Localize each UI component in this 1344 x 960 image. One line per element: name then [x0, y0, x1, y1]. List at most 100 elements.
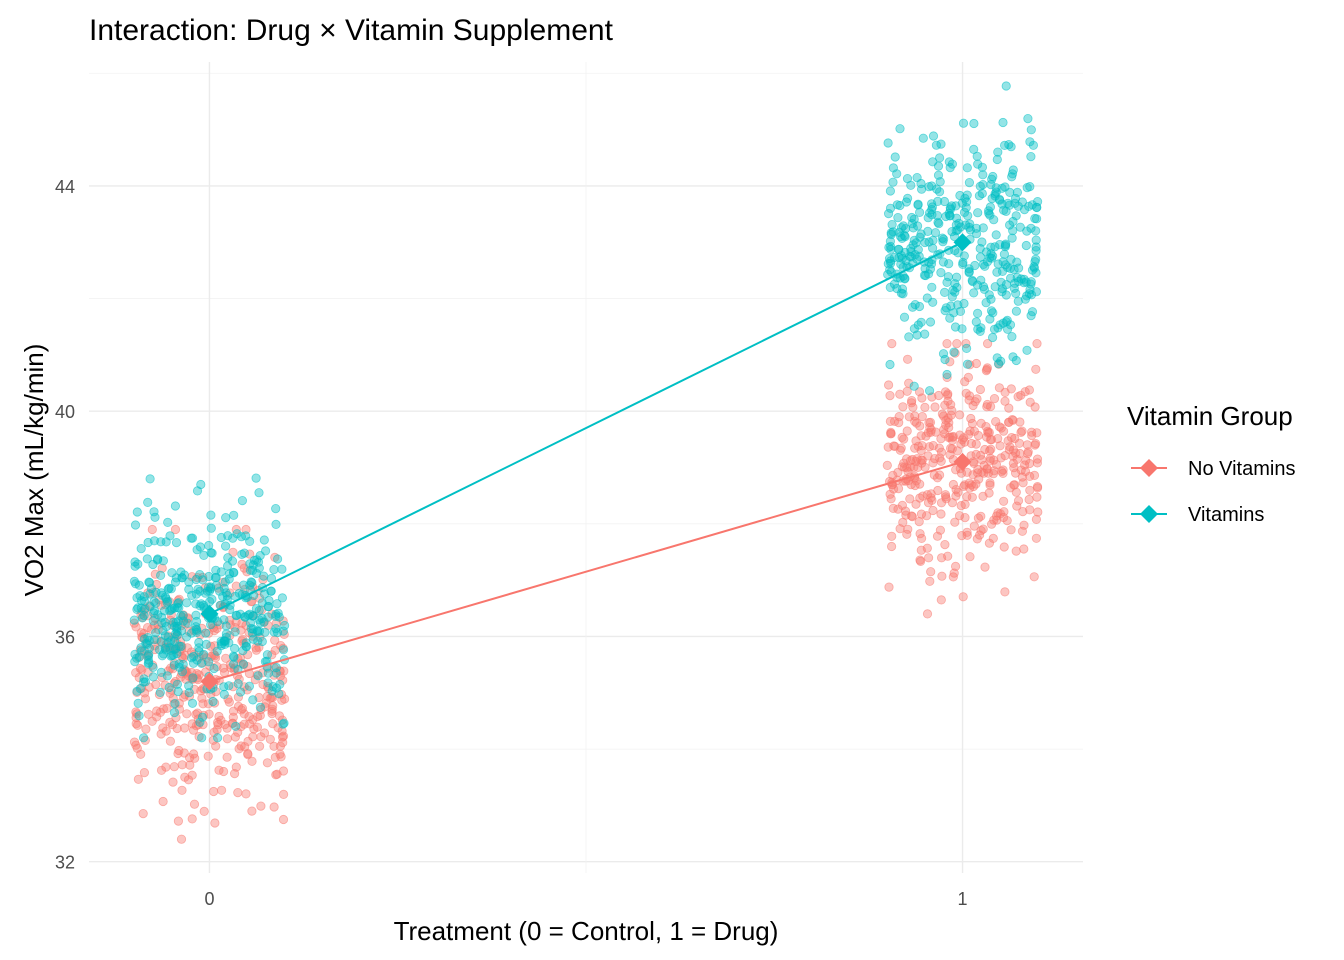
data-point-no-vitamins: [985, 480, 995, 490]
data-point-no-vitamins: [237, 703, 248, 714]
data-point-no-vitamins: [925, 576, 935, 586]
data-point-no-vitamins: [966, 413, 976, 424]
data-point-vitamins: [916, 178, 926, 189]
data-point-no-vitamins: [243, 748, 253, 759]
data-point-vitamins: [920, 329, 930, 339]
data-point-vitamins: [995, 320, 1005, 330]
data-point-no-vitamins: [910, 416, 920, 426]
data-point-no-vitamins: [222, 734, 232, 744]
data-point-vitamins: [1022, 226, 1032, 236]
data-point-no-vitamins: [228, 712, 238, 722]
data-point-vitamins: [167, 604, 177, 614]
data-point-vitamins: [890, 152, 900, 162]
data-point-no-vitamins: [904, 378, 914, 388]
data-point-vitamins: [172, 630, 182, 640]
data-point-no-vitamins: [1011, 546, 1021, 556]
data-point-vitamins: [271, 503, 281, 514]
data-point-vitamins: [973, 159, 983, 169]
data-point-vitamins: [193, 584, 203, 594]
data-point-vitamins: [955, 306, 966, 316]
data-point-vitamins: [197, 733, 207, 743]
data-point-no-vitamins: [1033, 507, 1043, 517]
data-point-vitamins: [136, 643, 146, 653]
data-point-vitamins: [969, 288, 979, 298]
data-point-no-vitamins: [967, 418, 978, 429]
data-point-vitamins: [896, 259, 906, 269]
data-point-vitamins: [885, 359, 895, 370]
data-point-no-vitamins: [948, 479, 959, 490]
data-point-vitamins: [279, 620, 290, 631]
data-point-no-vitamins: [922, 490, 933, 500]
data-point-vitamins: [939, 287, 950, 297]
data-point-vitamins: [1001, 206, 1011, 216]
data-point-vitamins: [973, 324, 983, 334]
data-point-vitamins: [1033, 197, 1043, 207]
data-point-no-vitamins: [960, 512, 970, 523]
data-point-vitamins: [991, 183, 1001, 193]
data-point-vitamins: [254, 488, 264, 498]
data-point-vitamins: [1008, 216, 1018, 227]
data-point-no-vitamins: [1032, 454, 1043, 464]
data-point-vitamins: [987, 332, 998, 343]
data-point-no-vitamins: [241, 789, 251, 799]
data-point-vitamins: [156, 570, 166, 581]
data-point-vitamins: [886, 228, 896, 238]
data-point-vitamins: [187, 698, 198, 708]
data-point-vitamins: [896, 251, 907, 261]
data-point-vitamins: [271, 519, 281, 530]
data-point-vitamins: [925, 317, 936, 327]
data-point-no-vitamins: [1025, 505, 1035, 515]
data-point-vitamins: [885, 241, 896, 252]
data-point-vitamins: [1005, 273, 1016, 283]
data-point-vitamins: [271, 662, 281, 673]
data-point-no-vitamins: [131, 719, 141, 729]
legend: Vitamin Group No Vitamins Vitamins: [1127, 401, 1295, 526]
data-point-vitamins: [172, 627, 182, 637]
data-point-vitamins: [194, 646, 204, 657]
data-point-vitamins: [277, 564, 287, 574]
data-point-no-vitamins: [893, 467, 903, 477]
data-point-no-vitamins: [1017, 526, 1028, 536]
data-point-vitamins: [936, 267, 946, 278]
data-point-no-vitamins: [895, 389, 905, 399]
data-point-vitamins: [199, 649, 209, 660]
data-point-vitamins: [278, 719, 288, 729]
data-point-vitamins: [913, 200, 923, 210]
data-point-vitamins: [1004, 220, 1015, 230]
data-point-no-vitamins: [1031, 533, 1042, 543]
data-point-vitamins: [212, 646, 222, 656]
data-point-vitamins: [139, 610, 149, 621]
data-point-vitamins: [1002, 315, 1012, 325]
data-point-vitamins: [229, 568, 239, 578]
data-point-vitamins: [184, 681, 194, 691]
data-point-no-vitamins: [947, 435, 958, 445]
data-point-no-vitamins: [139, 767, 149, 778]
data-point-no-vitamins: [236, 625, 246, 635]
data-point-no-vitamins: [998, 496, 1009, 506]
data-point-vitamins: [1026, 277, 1036, 287]
data-point-vitamins: [1002, 324, 1013, 334]
data-point-vitamins: [169, 707, 180, 718]
data-point-no-vitamins: [940, 539, 950, 550]
data-point-vitamins: [228, 533, 238, 543]
data-point-no-vitamins: [233, 692, 243, 702]
data-point-no-vitamins: [213, 717, 223, 728]
data-point-vitamins: [986, 180, 996, 190]
data-point-no-vitamins: [978, 524, 988, 534]
legend-key-diamond-vitamins: [1140, 505, 1158, 523]
data-point-vitamins: [194, 637, 204, 648]
data-point-vitamins: [142, 554, 152, 564]
data-point-vitamins: [134, 711, 144, 721]
data-point-no-vitamins: [222, 723, 232, 733]
data-point-vitamins: [263, 668, 273, 678]
data-point-no-vitamins: [165, 736, 175, 746]
data-point-vitamins: [1023, 114, 1033, 124]
data-point-no-vitamins: [984, 488, 994, 498]
data-point-no-vitamins: [152, 712, 162, 722]
data-point-no-vitamins: [1013, 392, 1023, 402]
data-point-vitamins: [277, 593, 287, 603]
data-point-no-vitamins: [989, 515, 999, 525]
data-point-vitamins: [227, 556, 238, 566]
data-point-vitamins: [192, 655, 202, 665]
data-point-no-vitamins: [923, 553, 934, 563]
